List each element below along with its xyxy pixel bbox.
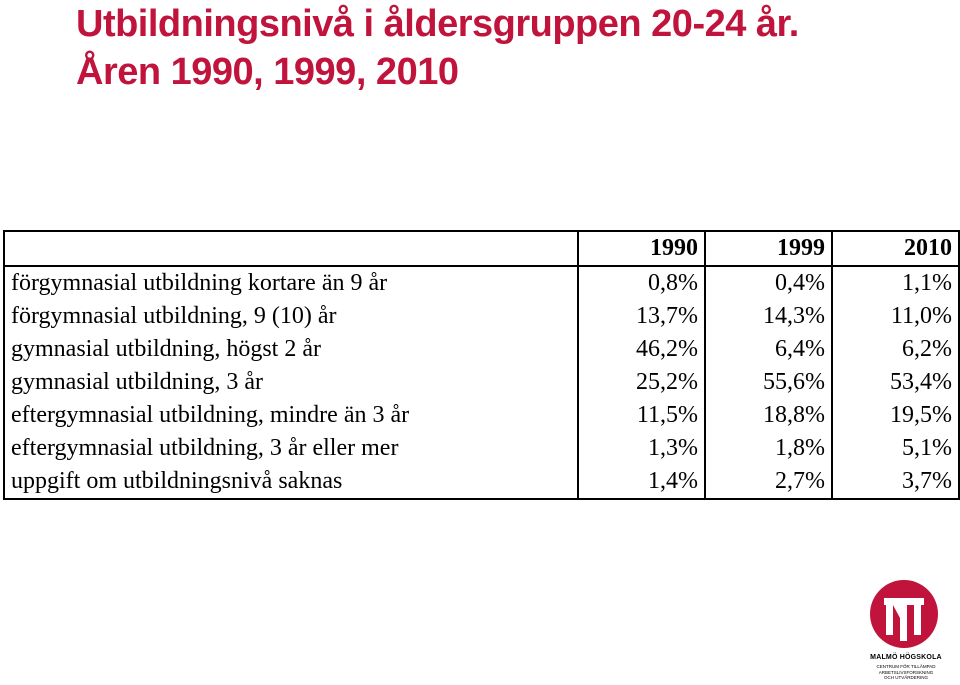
cell-1999: 6,4% (704, 333, 833, 366)
page-title: Utbildningsnivå i åldersgruppen 20-24 år… (76, 0, 799, 96)
column-header-1990: 1990 (577, 230, 706, 267)
column-header-2010: 2010 (831, 230, 960, 267)
logo-name: MALMÖ HÖGSKOLA (870, 654, 942, 661)
cell-2010: 53,4% (831, 366, 960, 399)
cell-2010: 19,5% (831, 399, 960, 432)
table-row: förgymnasial utbildning, 9 (10) år 13,7%… (3, 300, 960, 333)
title-line-2: Åren 1990, 1999, 2010 (76, 51, 459, 93)
cell-1990: 11,5% (577, 399, 706, 432)
row-label: gymnasial utbildning, högst 2 år (3, 333, 579, 366)
logo-subtitle: CENTRUM FÖR TILLÄMPAD ARBETSLIVSFORSKNIN… (858, 664, 954, 681)
table-row: gymnasial utbildning, högst 2 år 46,2% 6… (3, 333, 960, 366)
education-table: 1990 1999 2010 förgymnasial utbildning k… (3, 230, 960, 500)
table-header-row: 1990 1999 2010 (3, 230, 960, 267)
malmo-hogskola-logo: MALMÖ HÖGSKOLA CENTRUM FÖR TILLÄMPAD ARB… (858, 578, 954, 683)
cell-1990: 1,3% (577, 432, 706, 465)
logo-emblem-icon (870, 580, 938, 648)
row-label: eftergymnasial utbildning, 3 år eller me… (3, 432, 579, 465)
cell-1990: 1,4% (577, 465, 706, 500)
column-header-label (3, 230, 579, 267)
cell-1999: 18,8% (704, 399, 833, 432)
cell-1999: 55,6% (704, 366, 833, 399)
cell-1990: 25,2% (577, 366, 706, 399)
row-label: eftergymnasial utbildning, mindre än 3 å… (3, 399, 579, 432)
logo-subtitle-line-3: OCH UTVÄRDERING (883, 675, 928, 680)
logo-subtitle-line-1: CENTRUM FÖR TILLÄMPAD (876, 664, 936, 669)
row-label: uppgift om utbildningsnivå saknas (3, 465, 579, 500)
table-row: eftergymnasial utbildning, 3 år eller me… (3, 432, 960, 465)
cell-1999: 2,7% (704, 465, 833, 500)
table-row: eftergymnasial utbildning, mindre än 3 å… (3, 399, 960, 432)
table-row: gymnasial utbildning, 3 år 25,2% 55,6% 5… (3, 366, 960, 399)
row-label: förgymnasial utbildning, 9 (10) år (3, 300, 579, 333)
column-header-1999: 1999 (704, 230, 833, 267)
cell-2010: 5,1% (831, 432, 960, 465)
title-line-1: Utbildningsnivå i åldersgruppen 20-24 år… (76, 3, 799, 45)
row-label: gymnasial utbildning, 3 år (3, 366, 579, 399)
cell-2010: 11,0% (831, 300, 960, 333)
cell-2010: 6,2% (831, 333, 960, 366)
cell-2010: 3,7% (831, 465, 960, 500)
cell-1990: 13,7% (577, 300, 706, 333)
cell-1999: 14,3% (704, 300, 833, 333)
cell-1990: 46,2% (577, 333, 706, 366)
cell-1999: 0,4% (704, 265, 833, 300)
cell-1990: 0,8% (577, 265, 706, 300)
logo-subtitle-line-2: ARBETSLIVSFORSKNING (878, 669, 934, 675)
table-row: uppgift om utbildningsnivå saknas 1,4% 2… (3, 465, 960, 500)
cell-1999: 1,8% (704, 432, 833, 465)
cell-2010: 1,1% (831, 265, 960, 300)
row-label: förgymnasial utbildning kortare än 9 år (3, 265, 579, 300)
table-row: förgymnasial utbildning kortare än 9 år … (3, 265, 960, 300)
